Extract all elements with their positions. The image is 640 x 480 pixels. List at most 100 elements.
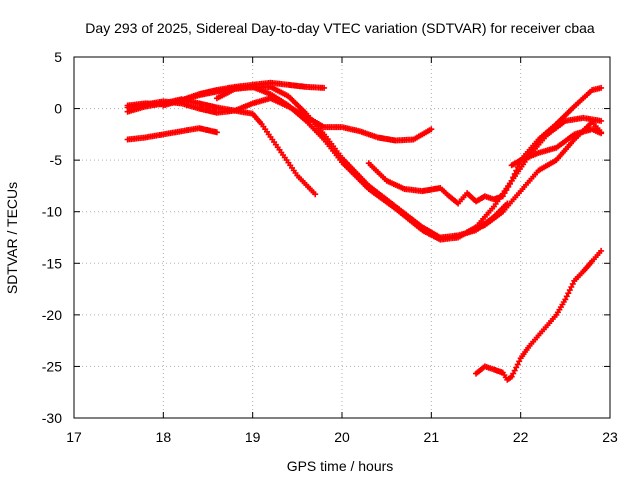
data-point [501, 195, 504, 198]
y-tick-label: -30 [42, 410, 62, 426]
data-point [474, 372, 478, 375]
data-point [555, 158, 558, 162]
data-point [269, 92, 272, 96]
data-point [564, 298, 567, 301]
y-tick-label: -15 [42, 255, 62, 271]
data-point [314, 192, 317, 196]
data-point [126, 110, 129, 113]
data-point [162, 100, 165, 103]
data-point [564, 119, 567, 123]
data-point [287, 94, 290, 98]
data-point [215, 111, 219, 114]
data-point [439, 238, 442, 241]
y-tick-label: -25 [42, 358, 62, 374]
data-point [322, 86, 326, 90]
data-point [233, 87, 236, 91]
data-point [251, 102, 254, 105]
data-point [278, 148, 281, 152]
data-point [287, 83, 290, 87]
data-point [439, 186, 442, 190]
data-point [340, 161, 344, 164]
data-point [358, 130, 362, 133]
data-point [322, 125, 326, 129]
data-point [573, 279, 576, 283]
data-point [492, 368, 496, 371]
data-point [305, 119, 308, 123]
data-point [537, 138, 540, 141]
data-point [260, 122, 263, 126]
data-point [510, 179, 513, 182]
data-point [555, 313, 558, 317]
data-point [421, 189, 424, 193]
data-point [590, 120, 594, 124]
data-point [340, 125, 344, 129]
chart-title: Day 293 of 2025, Sidereal Day-to-day VTE… [85, 20, 595, 36]
data-point [465, 231, 469, 234]
data-point [215, 106, 219, 109]
data-point [287, 104, 290, 107]
data-point [582, 270, 585, 273]
data-point [483, 195, 487, 198]
data-point [144, 136, 147, 139]
x-axis-label: GPS time / hours [287, 458, 394, 474]
data-point [269, 81, 272, 84]
data-point [269, 97, 272, 100]
data-point [555, 122, 558, 126]
data-point [456, 202, 460, 205]
data-point [385, 179, 388, 182]
data-point [501, 210, 504, 213]
data-point [269, 85, 272, 89]
y-tick-label: 0 [54, 101, 62, 117]
data-point [376, 136, 379, 139]
data-point [590, 260, 594, 263]
data-point [537, 334, 540, 337]
data-point [421, 229, 424, 232]
data-point [590, 88, 594, 92]
data-point [305, 112, 308, 115]
data-point [197, 93, 201, 97]
y-tick-label: 5 [54, 49, 62, 65]
data-point [412, 138, 415, 141]
data-point [251, 112, 254, 115]
data-point [448, 195, 451, 198]
data-point [599, 86, 603, 90]
data-point [573, 138, 576, 141]
data-point [519, 189, 522, 193]
data-point [367, 187, 370, 191]
data-point [251, 85, 254, 89]
axis-ticks: 17 18 19 20 21 22 23 5 0 -5 -10 -15 -20 -25 -30 [42, 49, 618, 445]
data-point [510, 375, 513, 378]
data-point [590, 128, 594, 131]
data-point [506, 378, 509, 382]
series-track-3 [124, 125, 220, 143]
data-point [599, 249, 603, 253]
data-point [197, 107, 201, 110]
data-point [573, 105, 576, 108]
x-tick-label: 17 [66, 429, 82, 445]
data-point [180, 130, 183, 133]
data-point [215, 131, 219, 134]
x-tick-label: 18 [156, 429, 172, 445]
data-point [510, 164, 513, 167]
data-point [501, 371, 504, 374]
data-point [483, 365, 487, 368]
data-point [367, 162, 370, 165]
data-point [215, 97, 219, 100]
data-point [162, 133, 165, 136]
y-tick-label: -20 [42, 307, 62, 323]
x-tick-label: 19 [245, 429, 261, 445]
data-point [394, 139, 397, 142]
data-point [599, 119, 603, 123]
y-axis-label: SDTVAR / TECUs [4, 182, 20, 294]
data-series [124, 79, 605, 383]
series-track-8 [473, 247, 605, 383]
data-point [528, 344, 531, 347]
x-tick-label: 22 [513, 429, 529, 445]
y-tick-label: -10 [42, 204, 62, 220]
data-point [322, 138, 326, 141]
x-tick-label: 23 [602, 429, 618, 445]
data-point [537, 151, 540, 155]
data-point [456, 236, 460, 239]
data-point [555, 146, 558, 149]
data-point [492, 198, 496, 201]
